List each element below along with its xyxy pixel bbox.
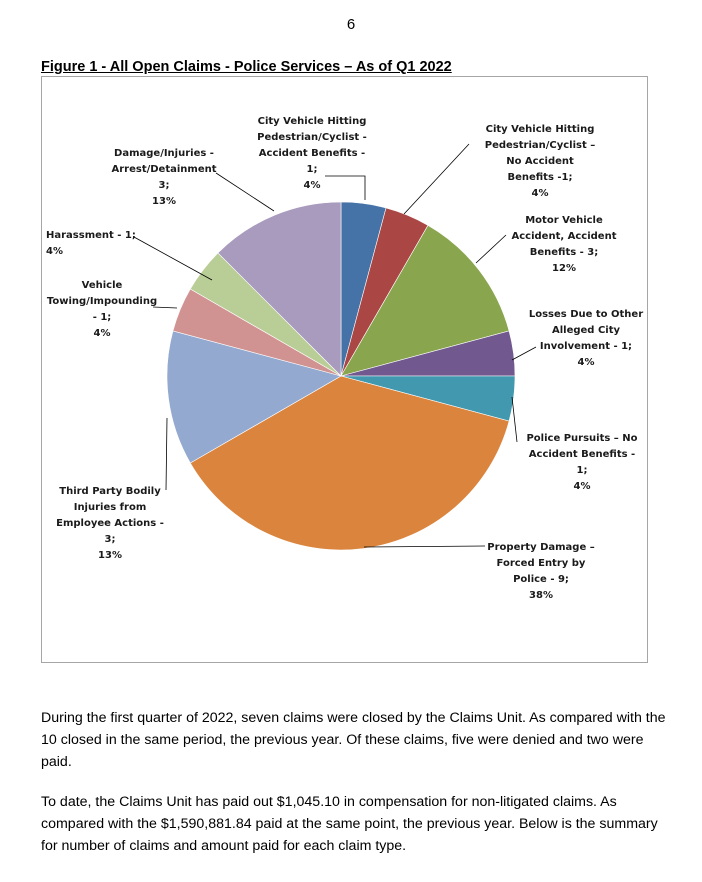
page-number: 6 [346,16,356,33]
figure-title: Figure 1 - All Open Claims - Police Serv… [41,59,452,75]
pie-slice-10 [217,201,342,377]
leader-line-6 [363,545,486,548]
data-label-police-pursuits: Police Pursuits – No Accident Benefits -… [526,433,638,492]
leader-line-9 [133,236,213,281]
data-label-harassment: Harassment - 1; 4% [46,230,136,257]
data-label-motor-vehicle-accident: Motor Vehicle Accident, Accident Benefit… [511,215,617,274]
data-label-damage-injuries-arrest: Damage/Injuries - Arrest/Detainment 3; 1… [111,148,217,207]
leader-line-4 [511,346,537,361]
leader-line-3 [475,234,507,264]
paragraph-claims-paid: To date, the Claims Unit has paid out $1… [41,794,658,854]
chart-frame: City Vehicle Hitting Pedestrian/Cyclist … [41,76,648,663]
pie-slice-7 [166,330,342,464]
data-label-vehicle-towing: Vehicle Towing/Impounding - 1; 4% [46,280,158,339]
leader-line-10 [215,172,275,212]
leader-line-5 [511,396,518,443]
data-label-losses-other-city-involvement: Losses Due to Other Alleged City Involve… [528,309,644,368]
data-label-city-vehicle-accident-benefits: City Vehicle Hitting Pedestrian/Cyclist … [257,116,367,191]
leader-line-2 [403,143,470,215]
pie-slice-6 [189,375,510,551]
data-label-third-party-bodily-injuries: Third Party Bodily Injuries from Employe… [56,486,164,561]
pie-slice-3 [340,224,510,377]
leader-line-1 [325,175,366,200]
data-label-property-damage: Property Damage – Forced Entry by Police… [487,542,595,601]
leader-line-8 [152,306,178,309]
data-label-city-vehicle-no-accident-benefits: City Vehicle Hitting Pedestrian/Cyclist … [484,124,596,199]
paragraph-claims-closed: During the first quarter of 2022, seven … [41,710,666,770]
leader-line-7 [165,417,168,491]
pie-chart [133,143,537,551]
